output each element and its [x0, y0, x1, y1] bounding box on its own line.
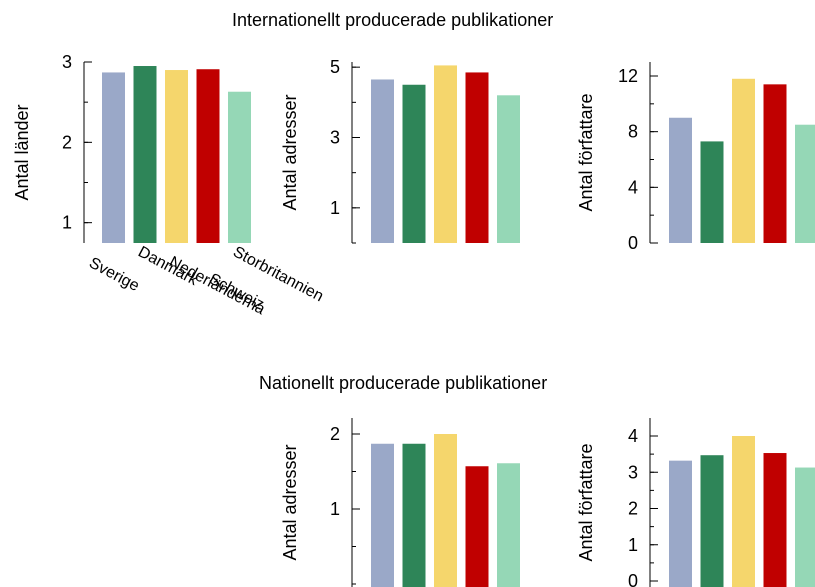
national-section-title: Nationellt producerade publikationer	[259, 373, 548, 393]
nat-authors-tick-label: 0	[628, 571, 638, 587]
intl-authors-tick-label: 12	[618, 66, 638, 86]
intl-countries-bar	[228, 91, 251, 244]
nat-addresses-bar	[434, 434, 457, 587]
intl-countries-tick-label: 2	[62, 132, 72, 152]
nat-authors-bar	[700, 455, 724, 587]
nat-authors-bar	[763, 453, 787, 587]
nat-addresses-bar	[371, 443, 394, 587]
intl-authors-bar	[732, 78, 755, 244]
intl-countries-bar	[102, 72, 125, 244]
nat-authors-tick-label: 2	[628, 499, 638, 519]
intl-addresses-bar	[434, 65, 457, 244]
nat-authors-tick-label: 4	[628, 426, 638, 446]
nat-authors-bar	[795, 467, 815, 587]
intl-authors-tick-label: 8	[628, 122, 638, 142]
nat-addresses-tick-label: 2	[330, 424, 340, 444]
intl-addresses-bar	[465, 72, 489, 243]
intl-countries-y-axis-label: Antal länder	[12, 104, 32, 200]
intl-addresses-tick-label: 5	[330, 57, 340, 77]
nat-addresses-y-axis-label: Antal adresser	[280, 444, 300, 560]
nat-authors-bar	[669, 460, 692, 587]
nat-addresses-bar	[465, 466, 489, 587]
intl-countries-bar	[165, 70, 188, 244]
intl-addresses-tick-label: 1	[330, 198, 340, 218]
nat-authors-tick-label: 3	[628, 462, 638, 482]
intl-countries-tick-label: 1	[62, 213, 72, 233]
intl-addresses-tick-label: 3	[330, 128, 340, 148]
intl-addresses-bar	[402, 84, 426, 243]
nat-authors-tick-label: 1	[628, 535, 638, 555]
intl-countries-bar	[133, 66, 157, 244]
intl-authors-bar	[669, 117, 692, 243]
nat-addresses-bar	[497, 463, 520, 587]
nat-addresses-tick-label: 1	[330, 499, 340, 519]
intl-authors-tick-label: 4	[628, 177, 638, 197]
intl-addresses-y-axis-label: Antal adresser	[280, 94, 300, 210]
intl-authors-tick-label: 0	[628, 233, 638, 253]
intl-authors-y-axis-label: Antal författare	[576, 93, 596, 211]
category-label-sverige: Sverige	[86, 255, 142, 296]
international-section-title: Internationellt producerade publikatione…	[232, 10, 554, 30]
intl-authors-bar	[700, 141, 724, 243]
nat-authors-y-axis-label: Antal författare	[576, 443, 596, 561]
nat-addresses-bar	[402, 443, 426, 587]
intl-authors-bar	[763, 84, 787, 243]
intl-addresses-bar	[371, 79, 394, 243]
intl-countries-tick-label: 3	[62, 52, 72, 72]
intl-countries-bar	[196, 69, 220, 243]
intl-authors-bar	[795, 124, 815, 243]
intl-addresses-bar	[497, 95, 520, 243]
nat-authors-bar	[732, 436, 755, 587]
